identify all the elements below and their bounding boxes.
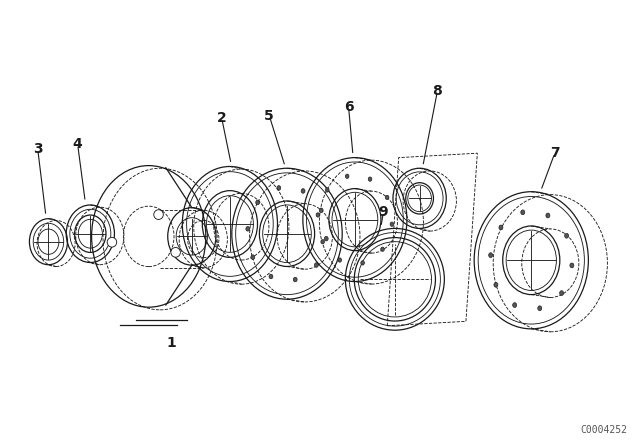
Ellipse shape xyxy=(546,213,550,218)
Ellipse shape xyxy=(368,177,372,181)
Text: 1: 1 xyxy=(166,336,176,349)
Ellipse shape xyxy=(277,185,281,190)
Ellipse shape xyxy=(107,237,116,247)
Text: 2: 2 xyxy=(217,111,227,125)
Ellipse shape xyxy=(324,237,328,241)
Ellipse shape xyxy=(513,303,516,307)
Ellipse shape xyxy=(538,306,541,310)
Ellipse shape xyxy=(171,247,180,257)
Ellipse shape xyxy=(521,210,525,215)
Text: C0004252: C0004252 xyxy=(580,426,628,435)
Ellipse shape xyxy=(381,247,385,251)
Ellipse shape xyxy=(346,174,349,178)
Ellipse shape xyxy=(499,225,503,230)
Ellipse shape xyxy=(316,213,320,217)
Ellipse shape xyxy=(246,227,250,231)
Ellipse shape xyxy=(301,189,305,193)
Ellipse shape xyxy=(256,200,260,205)
Ellipse shape xyxy=(559,291,564,296)
Ellipse shape xyxy=(319,208,323,213)
Text: 5: 5 xyxy=(264,108,274,123)
Ellipse shape xyxy=(325,188,329,192)
Ellipse shape xyxy=(564,233,568,238)
Ellipse shape xyxy=(494,282,498,287)
Text: 9: 9 xyxy=(379,205,388,219)
Ellipse shape xyxy=(321,240,324,244)
Ellipse shape xyxy=(251,255,255,259)
Ellipse shape xyxy=(269,274,273,279)
Text: 6: 6 xyxy=(344,100,353,114)
Text: 4: 4 xyxy=(73,138,83,151)
Ellipse shape xyxy=(293,277,297,282)
Ellipse shape xyxy=(570,263,574,268)
Ellipse shape xyxy=(154,210,163,220)
Ellipse shape xyxy=(338,258,342,262)
Text: 7: 7 xyxy=(550,146,559,160)
Text: 8: 8 xyxy=(433,84,442,98)
Ellipse shape xyxy=(361,261,364,265)
Ellipse shape xyxy=(314,263,318,267)
Ellipse shape xyxy=(489,253,493,258)
Ellipse shape xyxy=(390,222,394,226)
Text: 3: 3 xyxy=(33,142,42,156)
Ellipse shape xyxy=(385,195,389,200)
